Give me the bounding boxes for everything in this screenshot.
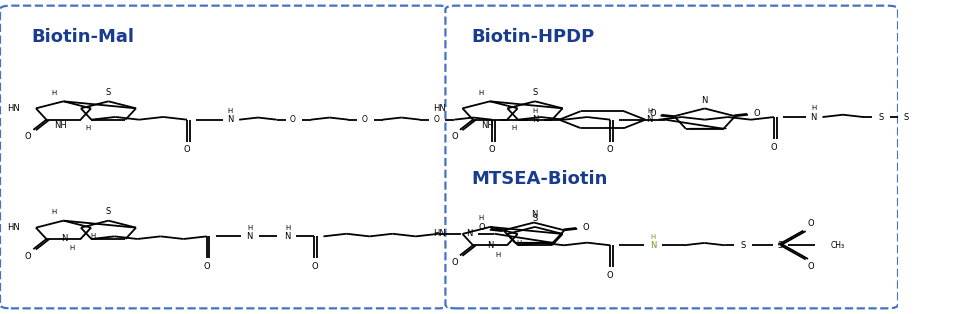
Text: S: S: [533, 88, 538, 97]
Text: N: N: [810, 112, 817, 122]
Text: HN: HN: [7, 104, 19, 113]
Text: N: N: [531, 210, 537, 219]
Text: NH: NH: [481, 121, 493, 130]
Text: N: N: [247, 232, 253, 241]
Text: N: N: [227, 115, 233, 124]
Text: S: S: [777, 241, 783, 250]
Text: H: H: [85, 125, 90, 131]
Text: N: N: [701, 96, 708, 105]
Text: O: O: [290, 115, 296, 124]
Text: H: H: [516, 240, 522, 246]
Text: O: O: [25, 252, 31, 261]
Text: N: N: [487, 241, 493, 250]
Text: H: H: [479, 90, 484, 96]
FancyBboxPatch shape: [446, 6, 898, 308]
Text: H: H: [495, 252, 501, 257]
Text: H: H: [512, 125, 516, 131]
Text: S: S: [879, 112, 884, 122]
Text: H: H: [90, 233, 96, 239]
Text: S: S: [105, 88, 111, 97]
Text: HN: HN: [433, 230, 447, 238]
Text: H: H: [52, 90, 57, 96]
Text: O: O: [452, 132, 457, 141]
Text: H: H: [651, 234, 656, 240]
Text: N: N: [284, 232, 291, 241]
Text: O: O: [771, 143, 777, 152]
Text: Biotin-Mal: Biotin-Mal: [32, 28, 134, 46]
Text: HN: HN: [7, 223, 19, 232]
Text: N: N: [466, 229, 473, 238]
Text: O: O: [203, 262, 210, 271]
Text: O: O: [650, 109, 657, 118]
Text: H: H: [811, 106, 816, 111]
Text: H: H: [248, 225, 252, 231]
Text: O: O: [607, 145, 613, 154]
Text: O: O: [311, 262, 318, 271]
Text: S: S: [740, 241, 746, 250]
FancyBboxPatch shape: [0, 6, 449, 308]
Text: O: O: [362, 115, 367, 124]
Text: O: O: [479, 223, 485, 232]
Text: H: H: [52, 209, 57, 215]
Text: O: O: [452, 258, 457, 267]
Text: O: O: [582, 223, 589, 232]
Text: S: S: [904, 112, 909, 122]
Text: O: O: [488, 145, 495, 154]
Text: H: H: [647, 108, 653, 114]
Text: H: H: [285, 225, 290, 231]
Text: CH₃: CH₃: [831, 241, 845, 250]
Text: HN: HN: [433, 104, 447, 113]
Text: N: N: [647, 115, 653, 124]
Text: Biotin-HPDP: Biotin-HPDP: [472, 28, 595, 46]
Text: H: H: [227, 108, 233, 114]
Text: N: N: [532, 115, 538, 124]
Text: MTSEA-Biotin: MTSEA-Biotin: [472, 170, 608, 187]
Text: O: O: [753, 109, 760, 118]
Text: S: S: [105, 207, 111, 216]
Text: O: O: [607, 271, 613, 280]
Text: H: H: [479, 215, 484, 221]
Text: O: O: [25, 132, 31, 141]
Text: O: O: [433, 115, 439, 124]
Text: NH: NH: [54, 121, 67, 130]
Text: O: O: [184, 145, 190, 154]
Text: O: O: [807, 262, 814, 271]
Text: S: S: [533, 214, 538, 223]
Text: N: N: [61, 235, 67, 243]
Text: H: H: [69, 245, 74, 251]
Text: H: H: [532, 108, 538, 114]
Text: O: O: [807, 219, 814, 228]
Text: N: N: [650, 241, 657, 250]
